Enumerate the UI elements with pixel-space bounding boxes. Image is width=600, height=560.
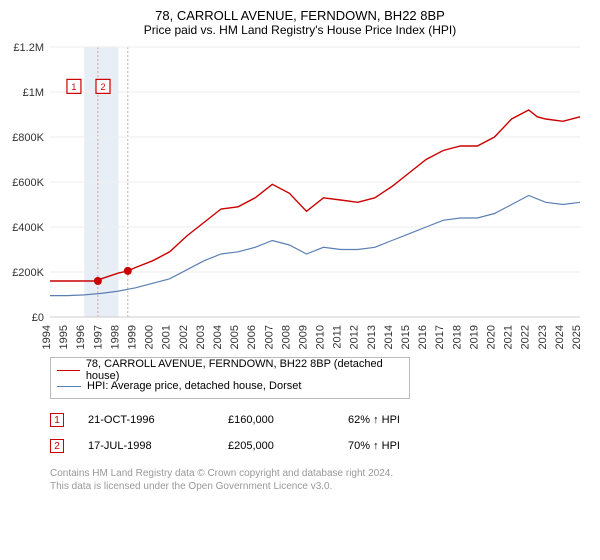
footer-line: Contains HM Land Registry data © Crown c…	[50, 467, 590, 480]
svg-text:2018: 2018	[451, 325, 463, 349]
svg-text:2020: 2020	[486, 325, 498, 349]
svg-text:2014: 2014	[383, 325, 395, 349]
legend-swatch	[57, 370, 80, 371]
svg-text:2008: 2008	[280, 325, 292, 349]
svg-text:£1M: £1M	[23, 87, 44, 99]
svg-text:£0: £0	[32, 312, 44, 324]
svg-text:2021: 2021	[503, 325, 515, 349]
legend-label: 78, CARROLL AVENUE, FERNDOWN, BH22 8BP (…	[86, 358, 403, 382]
svg-text:1994: 1994	[41, 325, 53, 349]
sale-pct: 70% ↑ HPI	[348, 440, 468, 452]
chart-subtitle: Price paid vs. HM Land Registry's House …	[10, 23, 590, 37]
sale-row: 2 17-JUL-1998 £205,000 70% ↑ HPI	[50, 433, 590, 459]
svg-text:2011: 2011	[332, 325, 344, 349]
legend-label: HPI: Average price, detached house, Dors…	[87, 380, 301, 392]
svg-text:2025: 2025	[571, 325, 583, 349]
line-chart: £0 £200K £400K £600K £800K £1M £1.2M 1994 1995 19…	[10, 43, 590, 353]
svg-text:2001: 2001	[161, 325, 173, 349]
svg-text:2000: 2000	[144, 325, 156, 349]
svg-text:£600K: £600K	[12, 177, 44, 189]
svg-text:2006: 2006	[246, 325, 258, 349]
svg-text:£200K: £200K	[12, 267, 44, 279]
svg-text:1999: 1999	[126, 325, 138, 349]
sale-row: 1 21-OCT-1996 £160,000 62% ↑ HPI	[50, 407, 590, 433]
svg-text:2012: 2012	[349, 325, 361, 349]
svg-text:2: 2	[100, 82, 105, 92]
svg-text:£400K: £400K	[12, 222, 44, 234]
svg-text:£1.2M: £1.2M	[13, 43, 44, 54]
svg-text:2015: 2015	[400, 325, 412, 349]
legend-item: 78, CARROLL AVENUE, FERNDOWN, BH22 8BP (…	[57, 362, 403, 378]
svg-text:2016: 2016	[417, 325, 429, 349]
chart-area: £0 £200K £400K £600K £800K £1M £1.2M 1994 1995 19…	[10, 43, 590, 353]
svg-text:2005: 2005	[229, 325, 241, 349]
svg-text:2024: 2024	[554, 325, 566, 349]
svg-text:2003: 2003	[195, 325, 207, 349]
sale-pct: 62% ↑ HPI	[348, 414, 468, 426]
footer-line: This data is licensed under the Open Gov…	[50, 480, 590, 493]
svg-text:2023: 2023	[537, 325, 549, 349]
legend: 78, CARROLL AVENUE, FERNDOWN, BH22 8BP (…	[50, 357, 410, 399]
sale-price: £160,000	[228, 414, 348, 426]
svg-text:2019: 2019	[468, 325, 480, 349]
legend-swatch	[57, 386, 81, 387]
sale-marker-icon: 2	[50, 439, 64, 453]
svg-text:2013: 2013	[366, 325, 378, 349]
svg-text:2007: 2007	[263, 325, 275, 349]
svg-text:1996: 1996	[75, 325, 87, 349]
svg-text:£800K: £800K	[12, 132, 44, 144]
sale-marker-icon: 1	[50, 413, 64, 427]
sale-date: 21-OCT-1996	[88, 414, 228, 426]
svg-text:1: 1	[71, 82, 76, 92]
sale-price: £205,000	[228, 440, 348, 452]
chart-title: 78, CARROLL AVENUE, FERNDOWN, BH22 8BP	[10, 8, 590, 23]
footer-attribution: Contains HM Land Registry data © Crown c…	[50, 467, 590, 493]
sale-date: 17-JUL-1998	[88, 440, 228, 452]
svg-text:2004: 2004	[212, 325, 224, 349]
svg-text:2002: 2002	[178, 325, 190, 349]
svg-text:1997: 1997	[92, 325, 104, 349]
svg-text:2009: 2009	[297, 325, 309, 349]
svg-text:1998: 1998	[109, 325, 121, 349]
sales-table: 1 21-OCT-1996 £160,000 62% ↑ HPI 2 17-JU…	[50, 407, 590, 459]
svg-text:1995: 1995	[58, 325, 70, 349]
svg-text:2017: 2017	[434, 325, 446, 349]
svg-text:2022: 2022	[520, 325, 532, 349]
svg-text:2010: 2010	[315, 325, 327, 349]
